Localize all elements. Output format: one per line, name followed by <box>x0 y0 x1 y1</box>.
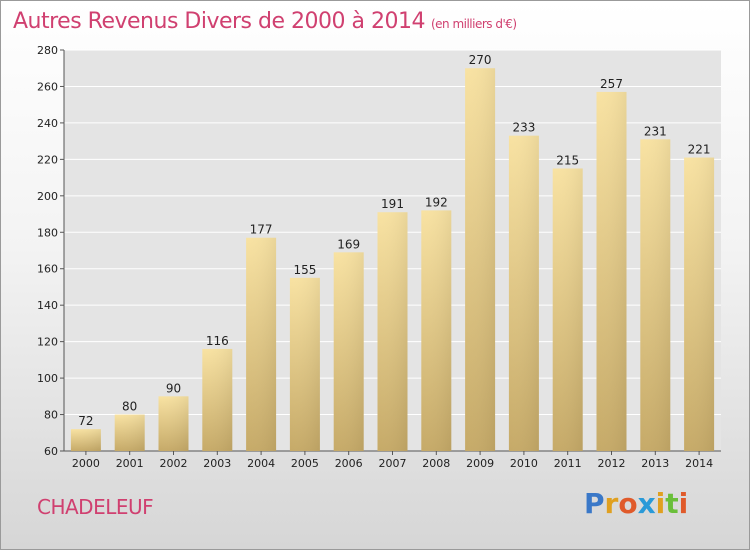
data-label: 191 <box>381 197 404 211</box>
x-tick-label: 2013 <box>641 457 669 470</box>
bar-shade <box>114 414 145 451</box>
bar-shade <box>70 429 101 451</box>
x-tick-label: 2005 <box>291 457 319 470</box>
x-tick-label: 2004 <box>247 457 275 470</box>
data-label: 192 <box>425 195 448 209</box>
logo-letter: t <box>665 487 679 520</box>
y-tick-label: 240 <box>37 117 58 130</box>
y-tick-label: 140 <box>37 299 58 312</box>
y-tick-label: 60 <box>44 445 58 458</box>
bar-shade <box>552 168 583 451</box>
y-tick-label: 280 <box>37 44 58 57</box>
y-tick-label: 200 <box>37 190 58 203</box>
data-label: 215 <box>556 153 579 167</box>
logo-letter: r <box>604 487 619 520</box>
data-label: 72 <box>78 414 93 428</box>
data-label: 80 <box>122 400 137 414</box>
y-tick-label: 120 <box>37 336 58 349</box>
data-label: 233 <box>512 121 535 135</box>
x-tick-label: 2006 <box>335 457 363 470</box>
y-tick-label: 160 <box>37 263 58 276</box>
data-label: 169 <box>337 237 360 251</box>
x-tick-label: 2002 <box>160 457 188 470</box>
data-label: 116 <box>206 334 229 348</box>
data-label: 221 <box>688 143 711 157</box>
bar-shade <box>246 237 277 451</box>
x-tick-label: 2011 <box>554 457 582 470</box>
logo-letter: i <box>678 487 689 520</box>
y-tick-label: 220 <box>37 153 58 166</box>
x-tick-label: 2009 <box>466 457 494 470</box>
bar-shade <box>289 277 320 451</box>
data-label: 90 <box>166 381 181 395</box>
proxiti-logo: Proxiti <box>584 487 688 520</box>
x-tick-label: 2001 <box>116 457 144 470</box>
logo-letter: P <box>584 487 605 520</box>
bar-shade <box>377 212 408 451</box>
x-tick-label: 2010 <box>510 457 538 470</box>
title-unit: (en milliers d'€) <box>430 17 517 31</box>
logo-letter: i <box>655 487 666 520</box>
commune-name: CHADELEUF <box>37 495 154 519</box>
bar-shade <box>202 348 233 451</box>
y-tick-label: 260 <box>37 80 58 93</box>
bar-shade <box>508 135 539 451</box>
logo-letter: o <box>618 487 638 520</box>
logo-letter: x <box>637 487 656 520</box>
data-label: 231 <box>644 124 667 138</box>
bar-shade <box>333 252 364 451</box>
data-label: 177 <box>250 223 273 237</box>
bar-shade <box>596 91 627 451</box>
bar-shade <box>421 210 452 451</box>
data-label: 155 <box>293 263 316 277</box>
x-tick-label: 2014 <box>685 457 713 470</box>
x-tick-label: 2000 <box>72 457 100 470</box>
bar-shade <box>684 157 715 452</box>
x-tick-label: 2007 <box>379 457 407 470</box>
plot-area: 60 80 100 120 140 160 180 200 220 240 260 280 72 2000… <box>37 44 721 470</box>
title-text: Autres Revenus Divers de 2000 à 2014 <box>13 9 425 34</box>
y-tick-label: 80 <box>44 409 58 422</box>
y-tick-label: 100 <box>37 372 58 385</box>
bar-shade <box>640 139 671 451</box>
x-tick-label: 2012 <box>598 457 626 470</box>
bar-shade <box>158 396 189 451</box>
x-tick-label: 2008 <box>422 457 450 470</box>
y-tick-label: 180 <box>37 226 58 239</box>
x-tick-label: 2003 <box>203 457 231 470</box>
bar-shade <box>465 68 496 452</box>
chart-title: Autres Revenus Divers de 2000 à 2014 (en … <box>13 9 517 34</box>
data-label: 270 <box>469 53 492 67</box>
data-label: 257 <box>600 77 623 91</box>
